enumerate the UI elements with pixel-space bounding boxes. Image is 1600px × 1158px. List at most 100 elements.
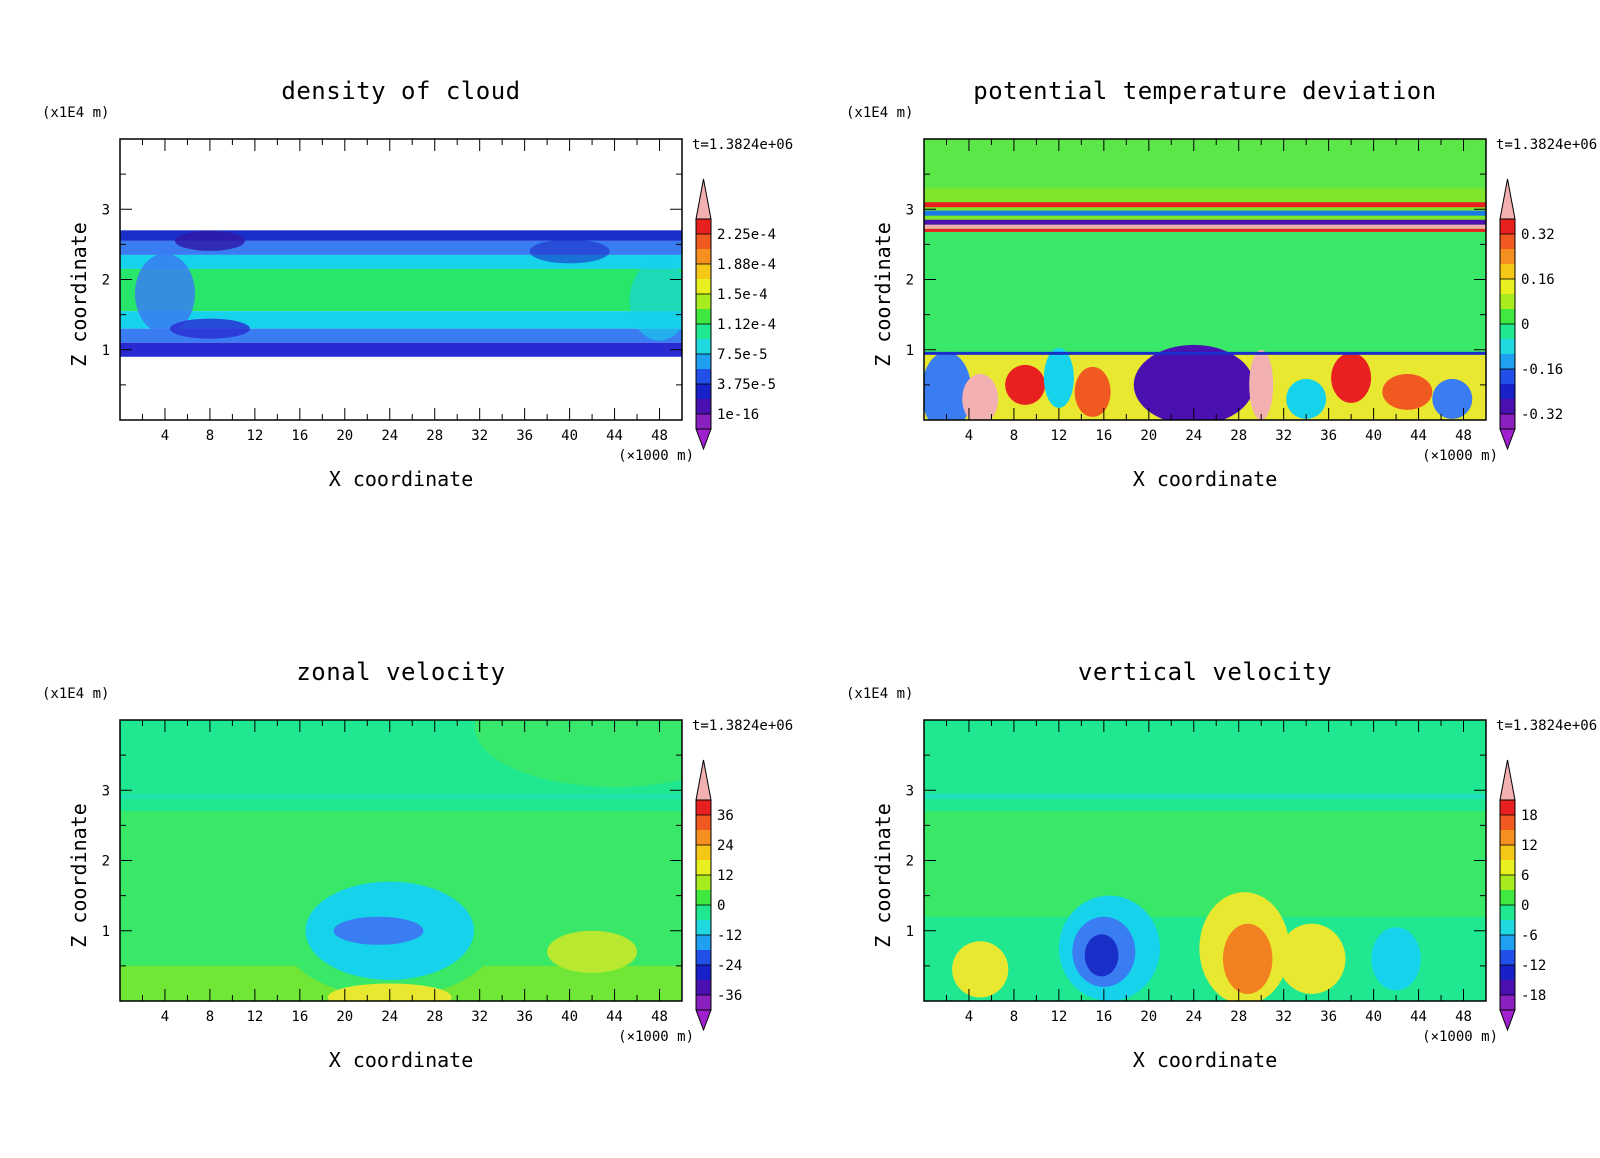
tropopause-line [120,793,682,799]
x-axis-label: X coordinate [1133,467,1278,491]
cloud-band-4 [120,268,682,312]
colorbar-label: 3.75e-5 [717,377,776,393]
x-tick-label: 20 [1140,428,1157,444]
chart-title: density of cloud [281,77,520,105]
x-tick-label: 44 [606,428,623,444]
velocity-feature-3 [333,916,424,945]
y-tick-label: 1 [102,343,110,359]
colorbar: 18 12 6 0 -6 -12 -18 [1499,759,1546,1032]
x-tick-label: 4 [965,428,973,444]
cloud-band-5 [120,311,682,329]
velocity-feature-5 [547,930,638,973]
x-tick-label: 48 [1455,428,1472,444]
chart-panel-3: zonal velocity(x1E4 m)t=1.3824e+064 8 12 16… [42,658,793,1072]
x-tick-label: 40 [1365,1009,1382,1025]
colorbar-segment [1500,980,1515,995]
temp-blob [924,351,972,420]
colorbar-segment [696,234,711,249]
colorbar-segment [696,965,711,980]
temp-band-top [924,139,1486,189]
y-tick-label: 3 [102,202,110,218]
colorbar-segment [1500,905,1515,920]
colorbar-bottom-arrow [1499,1009,1516,1032]
cloud-band-6 [120,328,682,343]
colorbar-segment [696,935,711,950]
colorbar-label: 0 [717,898,725,914]
temp-stripe [924,228,1486,232]
colorbar-label: 1.88e-4 [717,257,776,273]
y-tick-label: 1 [102,924,110,940]
velocity-feature-7 [1278,923,1346,994]
y-tick-label: 3 [906,202,914,218]
colorbar-segment [1500,935,1515,950]
x-tick-label: 32 [471,1009,488,1025]
x-tick-label: 24 [1185,1009,1202,1025]
x-unit-label: (×1000 m) [1422,1029,1498,1045]
temp-blob [1043,347,1074,408]
x-tick-label: 44 [606,1009,623,1025]
cloud-band-7 [120,342,682,357]
colorbar-segment [1500,965,1515,980]
timestamp-label: t=1.3824e+06 [692,718,793,734]
y-unit-label: (x1E4 m) [846,686,913,702]
colorbar-label: -12 [1521,958,1546,974]
y-tick-label: 2 [102,854,110,870]
x-unit-label: (×1000 m) [618,448,694,464]
temp-stripe [924,351,1486,355]
velocity-feature-6 [1371,927,1421,991]
x-tick-label: 16 [1095,428,1112,444]
y-tick-label: 2 [102,273,110,289]
colorbar-segment [1500,339,1515,354]
colorbar-label: -36 [717,988,742,1004]
colorbar-label: 1.5e-4 [717,287,768,303]
x-tick-label: 28 [1230,428,1247,444]
colorbar-segment [1500,219,1515,234]
x-tick-label: 40 [1365,428,1382,444]
colorbar-top-arrow [695,178,712,220]
plot-area [120,139,682,420]
colorbar-segment [1500,309,1515,324]
temp-blob [1074,366,1111,417]
x-tick-label: 20 [336,428,353,444]
colorbar-label: 1.12e-4 [717,317,776,333]
colorbar-segment [696,995,711,1010]
x-tick-label: 36 [516,1009,533,1025]
x-tick-label: 44 [1410,1009,1427,1025]
colorbar-segment [696,294,711,309]
y-unit-label: (x1E4 m) [42,686,109,702]
temp-stripe [924,219,1486,225]
tropopause-line [924,793,1486,799]
colorbar-segment [1500,414,1515,429]
x-unit-label: (×1000 m) [1422,448,1498,464]
colorbar-segment [696,309,711,324]
temp-blob [1331,352,1372,403]
cloud-blob [134,253,195,334]
colorbar-segment [696,830,711,845]
x-tick-label: 28 [426,428,443,444]
colorbar-segment [1500,354,1515,369]
x-tick-label: 24 [1185,428,1202,444]
colorbar-segment [1500,830,1515,845]
x-tick-label: 36 [516,428,533,444]
colorbar-label: 0.32 [1521,227,1555,243]
colorbar-segment [696,980,711,995]
colorbar-segment [696,815,711,830]
colorbar-segment [696,279,711,294]
cloud-blob [169,318,250,339]
velocity-feature-3 [1084,934,1119,977]
x-tick-label: 8 [206,428,214,444]
colorbar-segment [1500,875,1515,890]
colorbar-segment [696,219,711,234]
colorbar-label: 1e-16 [717,407,759,423]
colorbar-segment [696,890,711,905]
colorbar-label: 0.16 [1521,272,1555,288]
temp-blob [1286,378,1327,419]
colorbar-segment [1500,249,1515,264]
x-tick-label: 32 [1275,1009,1292,1025]
chart-panel-4: vertical velocity(x1E4 m)t=1.3824e+064 8 1… [846,658,1597,1072]
x-tick-label: 8 [206,1009,214,1025]
x-tick-label: 8 [1010,1009,1018,1025]
colorbar-segment [696,369,711,384]
x-tick-label: 48 [651,428,668,444]
